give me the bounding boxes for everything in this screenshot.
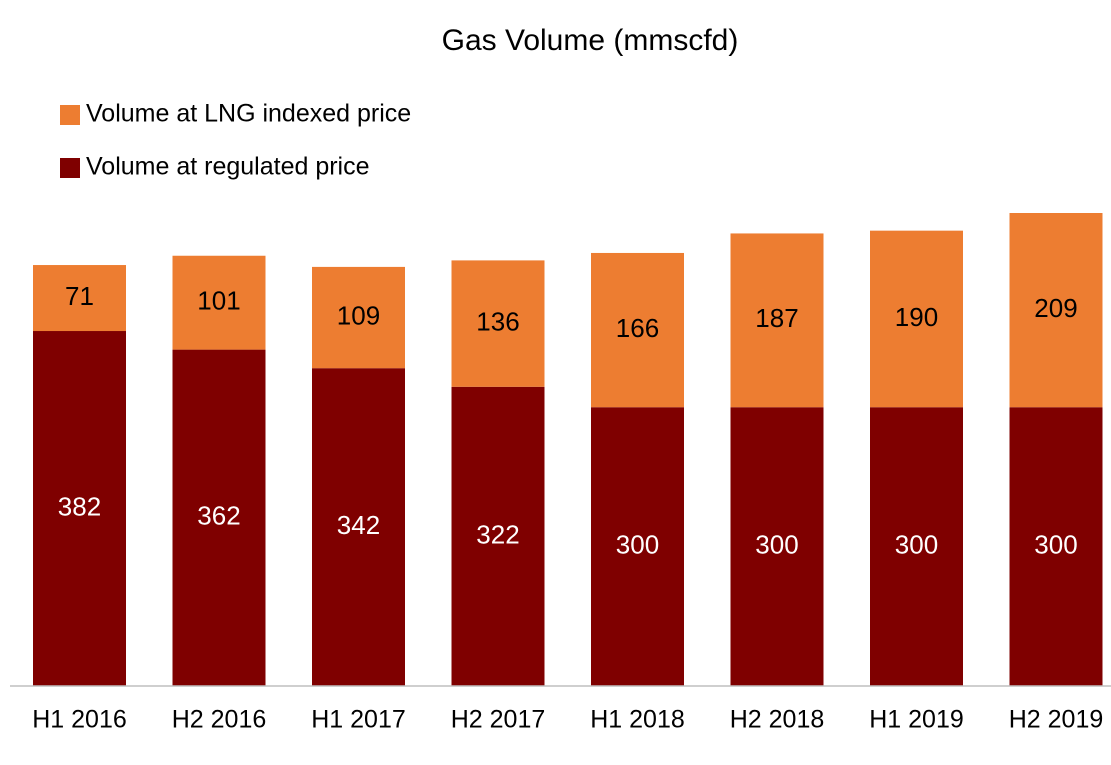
bar-segment (312, 266, 405, 369)
data-label: 342 (337, 510, 380, 540)
data-label: 101 (197, 286, 240, 316)
data-label: 209 (1034, 293, 1077, 323)
data-label: 300 (616, 529, 659, 559)
data-label: 300 (1034, 529, 1077, 559)
bar-segment (730, 407, 824, 686)
data-label: 71 (65, 281, 94, 311)
data-label: 166 (616, 313, 659, 343)
bar-segment (451, 260, 545, 387)
bar-segment (591, 407, 684, 686)
data-label: 322 (476, 519, 519, 549)
data-label: 382 (58, 491, 101, 521)
data-label: 362 (197, 501, 240, 531)
legend-label: Volume at regulated price (86, 153, 370, 181)
bar-segment (33, 331, 126, 686)
bar-segment (312, 368, 405, 686)
bar-segment (870, 230, 963, 408)
bar-segment (1009, 407, 1103, 686)
x-tick-label: H2 2019 (1009, 706, 1104, 734)
data-label: 187 (755, 303, 798, 333)
x-tick-label: H2 2016 (172, 706, 267, 734)
bar-segment (172, 255, 266, 350)
x-tick-label: H1 2018 (590, 706, 685, 734)
bar-segment (33, 265, 126, 332)
x-tick-label: H2 2018 (730, 706, 825, 734)
data-label: 300 (755, 529, 798, 559)
data-label: 109 (337, 300, 380, 330)
bar-segment (172, 349, 266, 686)
bar-segment (451, 386, 545, 686)
legend-label: Volume at LNG indexed price (86, 100, 411, 128)
x-tick-label: H1 2019 (869, 706, 964, 734)
legend-swatch (60, 158, 80, 178)
data-label: 300 (895, 529, 938, 559)
bar-segment (730, 233, 824, 408)
x-tick-label: H1 2016 (32, 706, 127, 734)
chart-title: Gas Volume (mmscfd) (442, 24, 739, 57)
bar-segment (1009, 213, 1103, 408)
x-tick-label: H2 2017 (451, 706, 546, 734)
x-tick-label: H1 2017 (311, 706, 406, 734)
legend-swatch (60, 105, 80, 125)
data-label: 190 (895, 302, 938, 332)
bar-segment (870, 407, 963, 686)
data-label: 136 (476, 306, 519, 336)
bar-segment (591, 252, 684, 408)
